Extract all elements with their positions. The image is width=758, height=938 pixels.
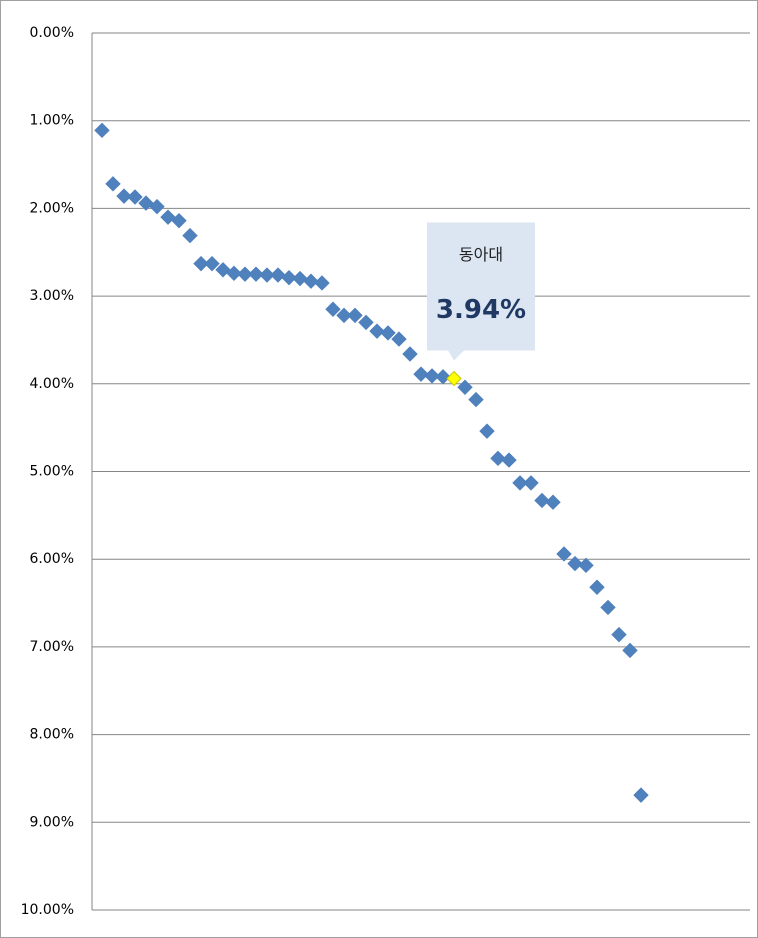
- y-tick-label: 9.00%: [30, 814, 74, 830]
- data-point: [556, 546, 572, 562]
- y-tick-label: 3.00%: [30, 288, 74, 304]
- data-point: [545, 494, 561, 510]
- y-tick-label: 10.00%: [21, 902, 74, 918]
- data-point: [402, 346, 418, 362]
- data-point: [501, 452, 517, 468]
- y-tick-label: 5.00%: [30, 464, 74, 480]
- callout-category: 동아대: [459, 245, 503, 264]
- data-point: [149, 198, 165, 215]
- data-point: [611, 626, 627, 643]
- data-point: [259, 267, 275, 283]
- data-point: [523, 475, 539, 491]
- y-tick-label: 6.00%: [30, 551, 74, 567]
- data-point: [578, 557, 594, 574]
- data-point: [600, 599, 616, 616]
- data-point: [633, 787, 649, 803]
- data-point: [226, 265, 242, 282]
- data-point: [193, 255, 209, 272]
- data-point: [292, 270, 308, 287]
- data-point: [182, 227, 198, 244]
- data-point: [490, 450, 506, 467]
- data-point: [237, 266, 253, 282]
- data-point: [248, 266, 264, 282]
- data-point: [435, 369, 451, 385]
- data-point: [446, 370, 462, 387]
- y-tick-label: 7.00%: [30, 639, 74, 655]
- data-point: [281, 269, 297, 286]
- y-tick-label: 0.00%: [30, 25, 74, 41]
- y-tick-label: 1.00%: [30, 113, 74, 129]
- data-point: [358, 314, 374, 331]
- data-point: [347, 307, 363, 324]
- data-point: [391, 331, 407, 347]
- data-point: [567, 555, 583, 572]
- data-point: [468, 391, 484, 408]
- data-point: [622, 642, 638, 659]
- data-point: [314, 275, 330, 291]
- data-point: [303, 273, 319, 289]
- data-point: [589, 579, 605, 595]
- data-point: [479, 423, 495, 439]
- callout-box: [427, 222, 535, 361]
- data-point: [424, 368, 440, 384]
- data-point: [512, 475, 528, 491]
- y-tick-label: 8.00%: [30, 727, 74, 743]
- data-point: [105, 176, 121, 192]
- y-tick-label: 4.00%: [30, 376, 74, 392]
- data-point: [127, 189, 143, 205]
- data-point: [380, 325, 396, 341]
- data-point: [171, 212, 187, 229]
- data-point: [413, 366, 429, 382]
- data-point: [369, 323, 385, 339]
- data-point: [325, 301, 341, 317]
- data-point: [457, 379, 473, 396]
- data-point: [116, 188, 132, 204]
- data-point: [94, 122, 110, 139]
- y-tick-label: 2.00%: [30, 200, 74, 216]
- data-point: [204, 255, 220, 272]
- data-point: [534, 492, 550, 509]
- data-point: [270, 267, 286, 283]
- data-point: [336, 307, 352, 324]
- callout-value: 3.94%: [436, 295, 526, 325]
